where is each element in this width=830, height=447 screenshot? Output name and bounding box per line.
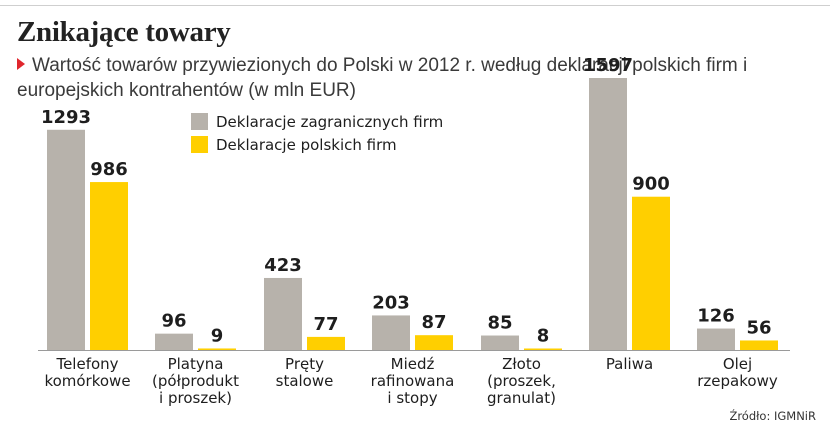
category-label: Paliwa — [606, 355, 653, 373]
value-label: 56 — [746, 317, 771, 338]
value-label: 900 — [632, 174, 670, 195]
bar-polish — [307, 336, 345, 350]
value-label: 203 — [372, 292, 410, 313]
legend-swatch-polish — [191, 136, 208, 153]
value-label: 986 — [90, 159, 128, 180]
bars-group: 1293 986 Telefony komórkowe 96 9 Platyna (półpr… — [38, 55, 790, 407]
value-label: 8 — [537, 326, 550, 347]
bar-polish — [90, 182, 128, 350]
value-label: 85 — [487, 313, 512, 334]
bar-group: 126 56 Olej rzepakowy — [697, 306, 778, 390]
legend-label: Deklaracje zagranicznych firm — [216, 113, 443, 131]
value-label: 77 — [313, 314, 338, 335]
bar-foreign — [697, 328, 735, 350]
value-label: 1597 — [583, 55, 633, 76]
subtitle-text: Wartość towarów przywiezionych do Polski… — [17, 55, 748, 101]
value-label: 423 — [264, 255, 302, 276]
category-label: Platyna (półprodukt i proszek) — [152, 355, 239, 407]
bar-group: 1597 900 Paliwa — [583, 55, 670, 373]
category-label: Telefony komórkowe — [44, 355, 130, 390]
bar-foreign — [589, 78, 627, 350]
value-label: 96 — [161, 311, 186, 332]
bar-foreign — [47, 129, 85, 350]
value-label: 9 — [211, 325, 224, 346]
chart-title: Znikające towary — [17, 16, 231, 48]
bar-polish — [524, 348, 562, 350]
bar-foreign — [481, 335, 519, 350]
value-label: 126 — [697, 306, 735, 327]
bar-group: 96 9 Platyna (półprodukt i proszek) — [152, 311, 239, 407]
bar-group: 423 77 Pręty stalowe — [264, 255, 345, 390]
category-label: Miedź rafinowana i stopy — [371, 355, 455, 407]
legend: Deklaracje zagranicznych firm Deklaracje … — [191, 113, 443, 154]
bar-group: 1293 986 Telefony komórkowe — [41, 107, 131, 390]
category-label: Pręty stalowe — [276, 355, 334, 390]
value-label: 1293 — [41, 107, 91, 128]
bullet-triangle-icon — [17, 58, 25, 70]
legend-swatch-foreign — [191, 113, 208, 130]
bar-polish — [740, 340, 778, 350]
bar-group: 203 87 Miedź rafinowana i stopy — [371, 292, 455, 407]
source-note: Źródło: IGMNiR — [729, 409, 816, 423]
bar-foreign — [372, 315, 410, 350]
value-label: 87 — [421, 312, 446, 333]
bar-group: 85 8 Złoto (proszek, granulat) — [481, 313, 562, 407]
bar-foreign — [264, 277, 302, 350]
chart-subtitle: Wartość towarów przywiezionych do Polski… — [17, 53, 817, 103]
bar-polish — [198, 348, 236, 350]
bar-polish — [415, 335, 453, 350]
top-rule — [0, 5, 830, 6]
bar-polish — [632, 196, 670, 350]
legend-label: Deklaracje polskich firm — [216, 136, 397, 154]
category-label: Olej rzepakowy — [697, 355, 778, 390]
category-label: Złoto (proszek, granulat) — [487, 355, 556, 407]
bar-foreign — [155, 333, 193, 350]
